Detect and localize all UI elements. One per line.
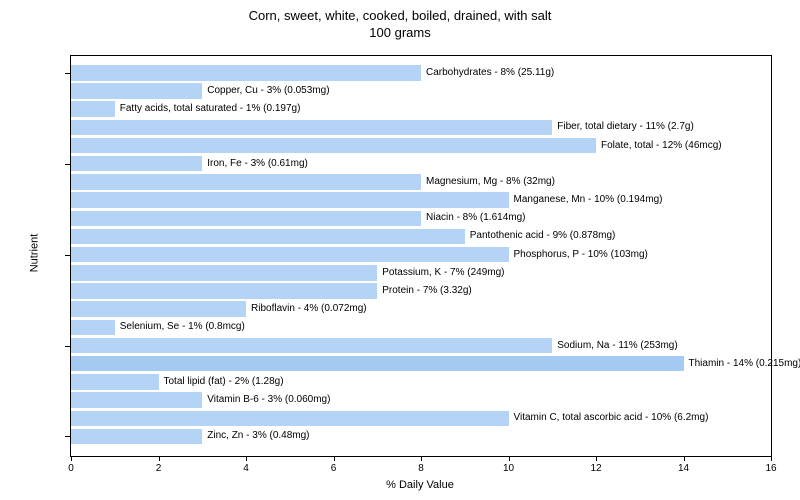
bar-label: Protein - 7% (3.32g) — [382, 285, 472, 296]
bar — [71, 338, 552, 353]
bar-label: Fatty acids, total saturated - 1% (0.197… — [120, 103, 301, 114]
bar-label: Total lipid (fat) - 2% (1.28g) — [164, 376, 284, 387]
plot-area: 0246810121416Carbohydrates - 8% (25.11g)… — [70, 55, 772, 457]
bar-label: Potassium, K - 7% (249mg) — [382, 267, 504, 278]
bar — [71, 320, 115, 335]
bar — [71, 356, 684, 371]
bar-label: Sodium, Na - 11% (253mg) — [557, 340, 677, 351]
chart-title: Corn, sweet, white, cooked, boiled, drai… — [0, 8, 800, 42]
bar — [71, 265, 377, 280]
bar — [71, 301, 246, 316]
x-tick-label: 12 — [590, 463, 601, 474]
bar — [71, 65, 421, 80]
bar-label: Carbohydrates - 8% (25.11g) — [426, 67, 554, 78]
x-tick-label: 4 — [243, 463, 249, 474]
x-tick-label: 10 — [503, 463, 514, 474]
x-tick-label: 6 — [331, 463, 337, 474]
bar — [71, 101, 115, 116]
bar-label: Fiber, total dietary - 11% (2.7g) — [557, 121, 694, 132]
bar-label: Thiamin - 14% (0.215mg) — [689, 358, 800, 369]
x-tick-label: 0 — [68, 463, 74, 474]
bar — [71, 138, 596, 153]
bar — [71, 411, 509, 426]
bar-label: Magnesium, Mg - 8% (32mg) — [426, 176, 555, 187]
bar-label: Iron, Fe - 3% (0.61mg) — [207, 158, 308, 169]
y-axis-label: Nutrient — [28, 234, 40, 273]
x-tick-label: 14 — [678, 463, 689, 474]
bar-label: Manganese, Mn - 10% (0.194mg) — [514, 194, 663, 205]
bar — [71, 229, 465, 244]
bar-label: Selenium, Se - 1% (0.8mcg) — [120, 321, 245, 332]
x-tick-label: 8 — [418, 463, 424, 474]
bar — [71, 192, 509, 207]
x-axis-label: % Daily Value — [70, 479, 770, 491]
bar — [71, 83, 202, 98]
bar — [71, 374, 159, 389]
bar — [71, 120, 552, 135]
x-tick-label: 16 — [765, 463, 776, 474]
bar — [71, 156, 202, 171]
chart-title-line2: 100 grams — [0, 25, 800, 42]
bar-label: Riboflavin - 4% (0.072mg) — [251, 303, 367, 314]
bar-label: Vitamin C, total ascorbic acid - 10% (6.… — [514, 412, 709, 423]
bar-label: Niacin - 8% (1.614mg) — [426, 212, 525, 223]
bar — [71, 392, 202, 407]
chart-title-line1: Corn, sweet, white, cooked, boiled, drai… — [0, 8, 800, 25]
bar — [71, 174, 421, 189]
bar-label: Vitamin B-6 - 3% (0.060mg) — [207, 394, 330, 405]
bar — [71, 247, 509, 262]
bar — [71, 429, 202, 444]
bar — [71, 283, 377, 298]
nutrient-chart: Corn, sweet, white, cooked, boiled, drai… — [0, 0, 800, 500]
bar-label: Folate, total - 12% (46mcg) — [601, 140, 722, 151]
bar-label: Phosphorus, P - 10% (103mg) — [514, 249, 648, 260]
x-tick-label: 2 — [156, 463, 162, 474]
bar-label: Copper, Cu - 3% (0.053mg) — [207, 85, 329, 96]
bar-label: Pantothenic acid - 9% (0.878mg) — [470, 230, 616, 241]
bar — [71, 211, 421, 226]
bar-label: Zinc, Zn - 3% (0.48mg) — [207, 430, 309, 441]
